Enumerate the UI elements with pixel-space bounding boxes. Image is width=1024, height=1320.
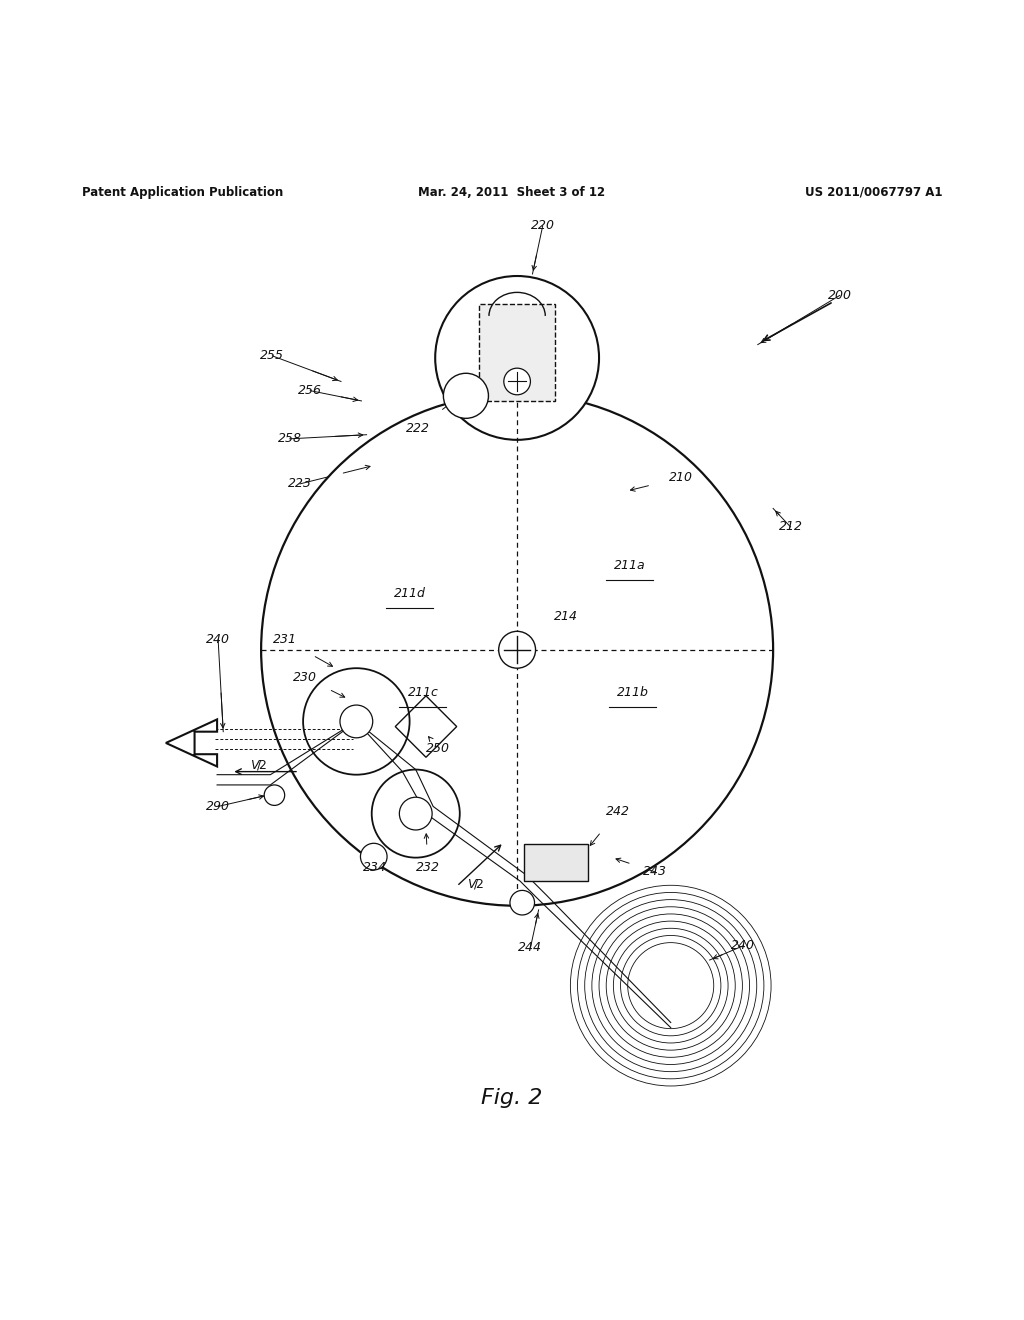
Text: 200: 200 bbox=[827, 289, 852, 302]
Text: 212: 212 bbox=[778, 520, 803, 533]
Text: 211a: 211a bbox=[614, 560, 645, 573]
Text: 244: 244 bbox=[518, 941, 543, 954]
Text: 232: 232 bbox=[416, 862, 440, 874]
Text: 243: 243 bbox=[643, 866, 668, 879]
Circle shape bbox=[510, 891, 535, 915]
Circle shape bbox=[504, 368, 530, 395]
Circle shape bbox=[499, 631, 536, 668]
Circle shape bbox=[360, 843, 387, 870]
Text: 211b: 211b bbox=[616, 686, 649, 700]
Text: 223: 223 bbox=[288, 478, 312, 490]
Text: $V\!/\!2$: $V\!/\!2$ bbox=[468, 878, 484, 891]
Circle shape bbox=[399, 797, 432, 830]
Text: 240: 240 bbox=[731, 940, 756, 952]
Text: 242: 242 bbox=[605, 805, 630, 818]
Text: 240: 240 bbox=[206, 634, 230, 645]
Bar bbox=[479, 304, 555, 401]
Text: 211d: 211d bbox=[393, 587, 426, 599]
Circle shape bbox=[303, 668, 410, 775]
Polygon shape bbox=[166, 719, 217, 767]
Text: 255: 255 bbox=[260, 350, 285, 363]
Text: 256: 256 bbox=[298, 384, 323, 397]
Text: $V\!/\!2$: $V\!/\!2$ bbox=[251, 759, 267, 772]
Text: Patent Application Publication: Patent Application Publication bbox=[82, 186, 284, 199]
Text: 211c: 211c bbox=[408, 686, 438, 700]
Text: 290: 290 bbox=[206, 800, 230, 813]
Circle shape bbox=[264, 785, 285, 805]
Circle shape bbox=[435, 276, 599, 440]
Circle shape bbox=[261, 393, 773, 906]
Text: 258: 258 bbox=[278, 433, 302, 445]
Text: 231: 231 bbox=[272, 634, 297, 645]
Text: 214: 214 bbox=[554, 610, 579, 623]
Text: US 2011/0067797 A1: US 2011/0067797 A1 bbox=[805, 186, 942, 199]
Text: 220: 220 bbox=[530, 219, 555, 232]
Text: Fig. 2: Fig. 2 bbox=[481, 1088, 543, 1109]
Text: Mar. 24, 2011  Sheet 3 of 12: Mar. 24, 2011 Sheet 3 of 12 bbox=[419, 186, 605, 199]
Text: 222: 222 bbox=[406, 422, 430, 436]
Text: 234: 234 bbox=[362, 862, 387, 874]
Circle shape bbox=[372, 770, 460, 858]
Circle shape bbox=[340, 705, 373, 738]
Text: 210: 210 bbox=[669, 471, 693, 484]
Circle shape bbox=[443, 374, 488, 418]
Bar bbox=[524, 845, 588, 882]
Text: 250: 250 bbox=[426, 742, 451, 755]
Text: 230: 230 bbox=[293, 671, 317, 684]
